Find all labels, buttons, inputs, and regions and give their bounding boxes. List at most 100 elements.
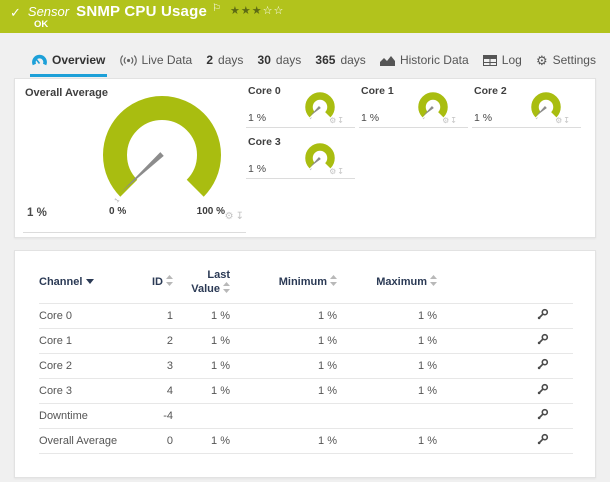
core-0-gauge	[305, 92, 335, 120]
column-header-maximum[interactable]: Maximum	[337, 261, 437, 304]
tab-number: 30	[257, 53, 271, 67]
star-icon[interactable]: ★	[229, 5, 241, 17]
core-1-tile: Core 1 1 % ⚙ ↧	[359, 85, 468, 128]
minimum-value: 1 %	[230, 428, 337, 454]
last-value: 1 %	[173, 378, 230, 404]
log-table-icon	[482, 54, 497, 66]
gauge-value: 1 %	[248, 112, 267, 124]
pin-icon[interactable]: ↧	[563, 116, 570, 125]
channel-name: Overall Average	[39, 428, 134, 454]
maximum-value: 1 %	[337, 328, 437, 354]
maximum-value: 1 %	[337, 378, 437, 404]
gauge-title: Overall Average	[25, 87, 108, 99]
tab-historic-data[interactable]: Historic Data	[378, 53, 471, 77]
core-2-tile: Core 2 1 % ⚙ ↧	[472, 85, 581, 128]
channel-name: Downtime	[39, 403, 134, 429]
status-check-icon: ✓	[10, 5, 21, 20]
object-kind-label: Sensor	[27, 4, 70, 19]
pin-icon[interactable]: ↧	[337, 116, 344, 125]
sort-icon	[430, 275, 437, 286]
tab-label: Overview	[52, 53, 106, 67]
channel-id: 0	[134, 428, 173, 454]
star-icon[interactable]: ☆	[273, 5, 285, 17]
pin-icon[interactable]: ↧	[235, 211, 244, 222]
tab-label: days	[218, 53, 244, 67]
pin-icon[interactable]: ↧	[337, 167, 344, 176]
channel-settings-wrench-icon[interactable]	[536, 308, 549, 321]
gauge-title: Core 1	[361, 85, 394, 97]
channel-name: Core 3	[39, 378, 134, 404]
maximum-value: 1 %	[337, 428, 437, 454]
tab-365-days[interactable]: 365 days	[313, 53, 367, 77]
scale-min-label: 0 %	[109, 206, 127, 217]
pin-icon[interactable]: ↧	[450, 116, 457, 125]
flag-icon[interactable]: ⚐	[212, 3, 221, 14]
tab-log[interactable]: Log	[481, 53, 524, 77]
status-badge: OK	[34, 19, 49, 30]
last-value: 1 %	[173, 328, 230, 354]
table-row: Downtime -4	[39, 403, 573, 429]
tab-settings[interactable]: ⚙ Settings	[534, 53, 598, 77]
sort-icon	[330, 275, 337, 286]
gauge-settings-gear-icon[interactable]: ⚙	[329, 116, 337, 125]
star-icon[interactable]: ★	[240, 5, 252, 17]
column-header-channel[interactable]: Channel	[39, 261, 134, 304]
column-header-last-value[interactable]: Last Value	[173, 261, 230, 304]
channels-table: Channel ID Last Value Minimum Maximum	[39, 261, 573, 454]
maximum-value: 1 %	[337, 303, 437, 329]
table-row: Core 2 3 1 % 1 % 1 %	[39, 353, 573, 379]
channel-settings-wrench-icon[interactable]	[536, 383, 549, 396]
channel-settings-wrench-icon[interactable]	[536, 408, 549, 421]
tab-2-days[interactable]: 2 days	[204, 53, 245, 77]
table-row: Core 0 1 1 % 1 % 1 %	[39, 303, 573, 329]
channel-settings-wrench-icon[interactable]	[536, 358, 549, 371]
gear-icon: ⚙	[535, 52, 548, 68]
column-header-id[interactable]: ID	[134, 261, 173, 304]
last-value	[173, 403, 230, 429]
channel-settings-wrench-icon[interactable]	[536, 433, 549, 446]
tab-label: Log	[501, 53, 522, 67]
column-label: ID	[152, 276, 163, 288]
tab-overview[interactable]: Overview	[30, 53, 108, 77]
channel-id: 3	[134, 353, 173, 379]
minimum-value: 1 %	[230, 328, 337, 354]
gauge-settings-gear-icon[interactable]: ⚙	[555, 116, 563, 125]
channel-id: -4	[134, 403, 173, 429]
core-1-gauge	[418, 92, 448, 120]
gauge-value: 1 %	[474, 112, 493, 124]
table-row: Overall Average 0 1 % 1 % 1 %	[39, 428, 573, 454]
channel-id: 2	[134, 328, 173, 354]
channel-settings-wrench-icon[interactable]	[536, 333, 549, 346]
channel-name: Core 0	[39, 303, 134, 329]
tab-number: 2	[206, 53, 214, 67]
sort-icon	[223, 281, 230, 293]
column-label: Maximum	[376, 276, 427, 288]
area-chart-icon	[379, 55, 395, 66]
gauge-settings-gear-icon[interactable]: ⚙	[329, 167, 337, 176]
last-value: 1 %	[173, 303, 230, 329]
last-value: 1 %	[173, 428, 230, 454]
tab-live-data[interactable]: Live Data	[118, 53, 195, 77]
tab-30-days[interactable]: 30 days	[256, 53, 304, 77]
priority-stars[interactable]: ★★★☆☆	[230, 4, 284, 17]
column-header-minimum[interactable]: Minimum	[230, 261, 337, 304]
star-icon[interactable]: ★	[251, 5, 263, 17]
gauge-settings-gear-icon[interactable]: ⚙	[224, 211, 234, 222]
sort-icon	[166, 275, 173, 286]
column-label: Channel	[39, 275, 83, 288]
minimum-value: 1 %	[230, 303, 337, 329]
tab-label: days	[275, 53, 302, 67]
chevron-down-icon	[86, 278, 95, 284]
column-label: Minimum	[278, 276, 327, 288]
star-icon[interactable]: ☆	[262, 5, 274, 17]
channel-id: 1	[134, 303, 173, 329]
column-label: Value	[191, 282, 220, 295]
gauge-title: Core 0	[248, 85, 281, 97]
gauge-settings-gear-icon[interactable]: ⚙	[442, 116, 450, 125]
gauge-icon	[32, 54, 47, 66]
maximum-value	[337, 403, 437, 429]
maximum-value: 1 %	[337, 353, 437, 379]
gauge-value: 1 %	[248, 163, 267, 175]
tab-label: Historic Data	[399, 53, 469, 67]
